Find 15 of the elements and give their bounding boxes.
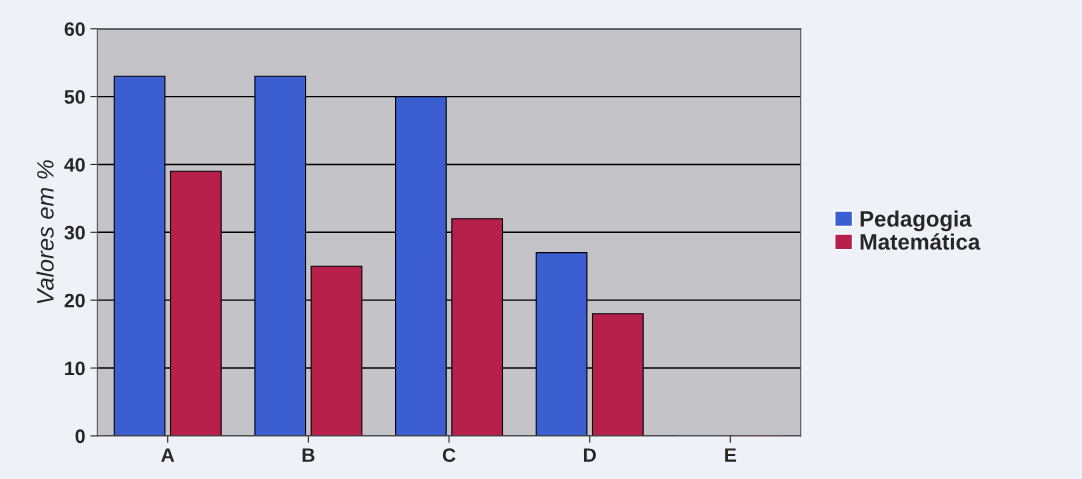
- y-tick-label: 50: [64, 90, 85, 104]
- x-tick-label: C: [442, 448, 456, 462]
- y-tick-label: 30: [64, 225, 85, 240]
- x-tick-label: D: [583, 448, 596, 462]
- legend-label: Matemática: [860, 233, 981, 250]
- x-tick-label: B: [302, 448, 315, 462]
- x-tick-label: E: [725, 448, 737, 462]
- legend-label: Pedagogia: [860, 210, 972, 232]
- x-tick-label: A: [161, 448, 175, 462]
- y-tick-label: 20: [64, 293, 85, 308]
- y-tick-label: 60: [64, 22, 85, 36]
- y-tick-label: 40: [64, 157, 85, 172]
- y-axis-title: Valores em %: [36, 160, 54, 304]
- y-tick-label: 0: [75, 429, 85, 444]
- y-tick-label: 10: [65, 361, 85, 376]
